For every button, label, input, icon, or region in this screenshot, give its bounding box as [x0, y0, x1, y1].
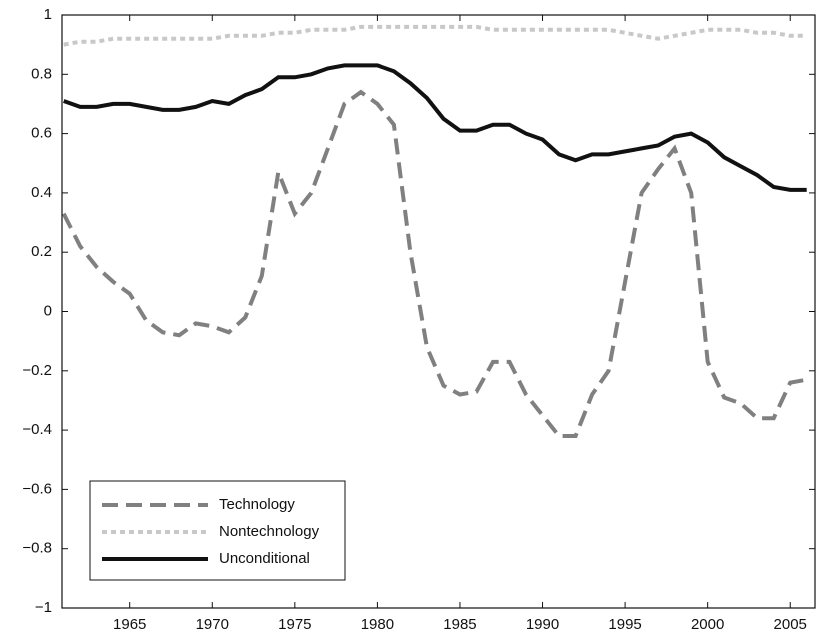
x-tick-label: 2000 — [691, 616, 724, 633]
legend-label: Unconditional — [219, 550, 310, 567]
y-tick-label: −0.6 — [22, 480, 52, 497]
y-tick-label: 0 — [44, 302, 52, 319]
x-tick-label: 1995 — [608, 616, 641, 633]
legend-label: Nontechnology — [219, 523, 320, 540]
y-tick-label: −1 — [35, 599, 52, 616]
y-tick-label: 0.6 — [31, 125, 52, 142]
y-tick-label: −0.2 — [22, 362, 52, 379]
x-tick-label: 1965 — [113, 616, 146, 633]
series-line — [63, 63, 807, 192]
y-tick-label: −0.4 — [22, 421, 52, 438]
x-tick-label: 1980 — [361, 616, 394, 633]
legend-label: Technology — [219, 496, 295, 513]
y-tick-label: 0.2 — [31, 243, 52, 260]
x-tick-label: 1970 — [196, 616, 229, 633]
y-tick-label: −0.8 — [22, 540, 52, 557]
y-tick-label: 1 — [44, 6, 52, 23]
y-tick-label: 0.8 — [31, 65, 52, 82]
plot-frame — [61, 14, 816, 609]
series-line — [63, 24, 807, 47]
x-tick-label: 1975 — [278, 616, 311, 633]
x-tick-label: 1985 — [443, 616, 476, 633]
legend: Technology Nontechnology Unconditional — [89, 480, 346, 581]
x-tick-label: 1990 — [526, 616, 559, 633]
y-tick-label: 0.4 — [31, 184, 52, 201]
series-line — [61, 89, 808, 438]
x-tick-label: 2005 — [774, 616, 807, 633]
